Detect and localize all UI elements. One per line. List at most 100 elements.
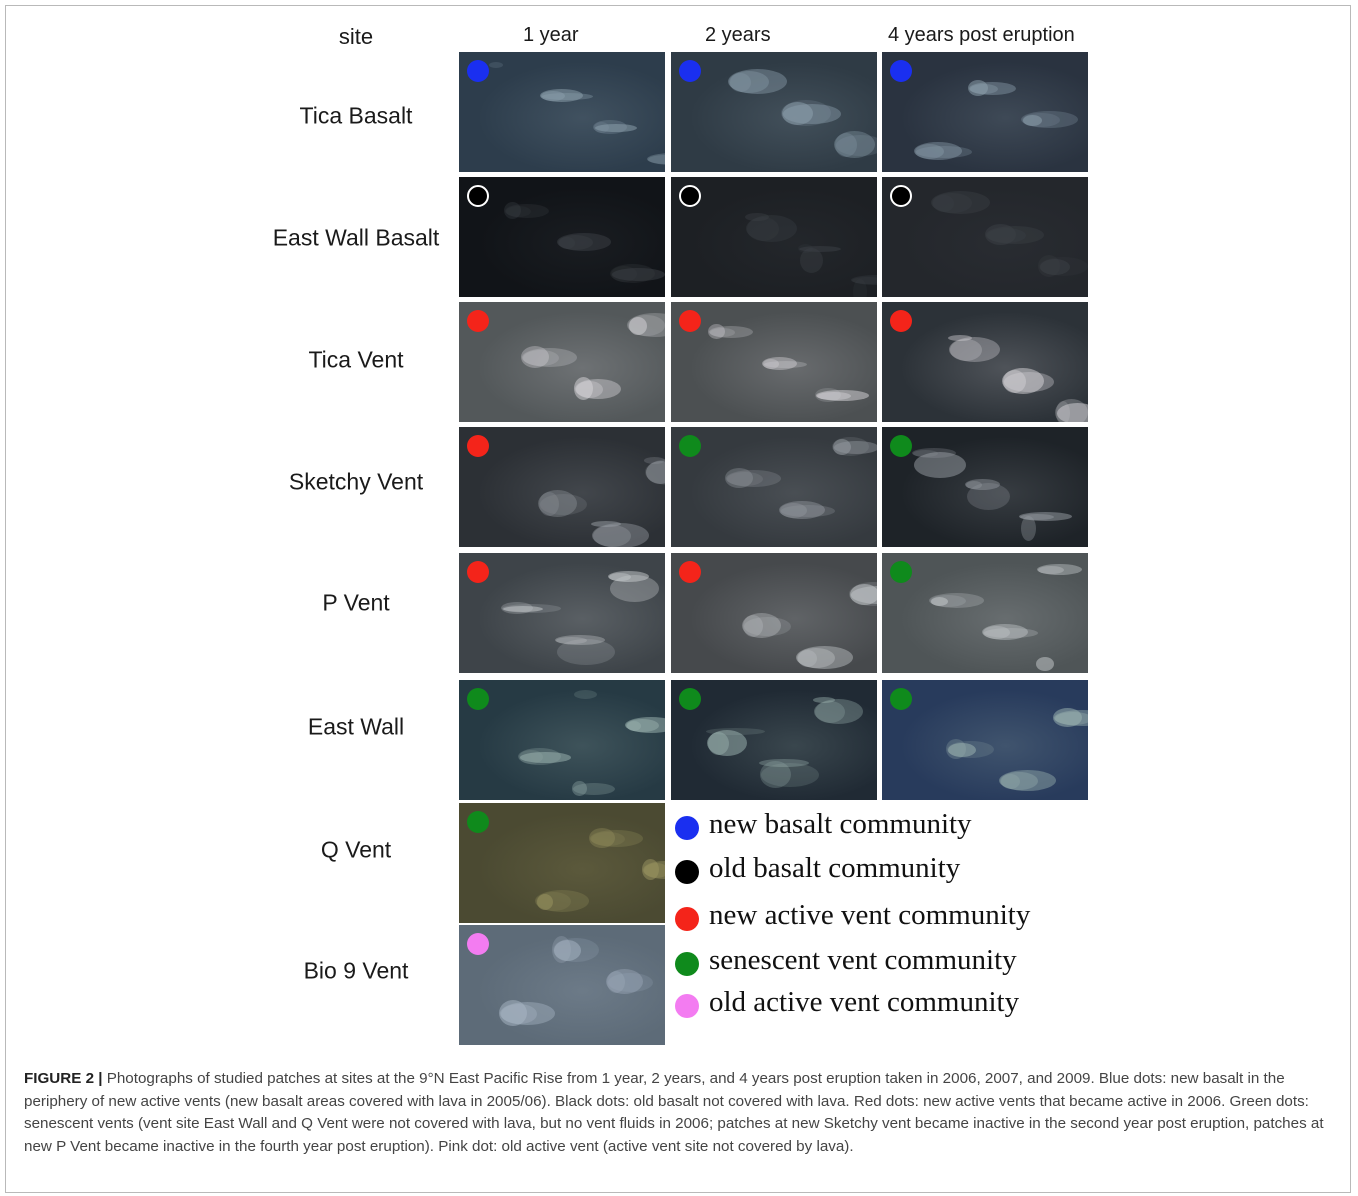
site-photo [459,52,665,172]
status-dot-black [679,185,701,207]
status-dot-blue [467,60,489,82]
photo-texture [520,752,571,763]
photo-texture [1040,259,1070,275]
photo-texture [608,973,653,992]
legend-label: new active vent community [709,899,1031,931]
status-dot-red [890,310,912,332]
photo-texture [727,472,763,486]
photo-texture [574,377,593,400]
photo-texture [915,144,944,159]
legend-dot-pink [675,994,699,1018]
photo-texture [912,448,956,458]
row-label: Q Vent [320,836,392,863]
photo-texture [593,525,631,547]
photo-texture [501,602,533,614]
photo-texture [592,523,649,547]
photo-texture [505,204,549,218]
site-photo [671,302,877,422]
photo-texture [557,639,615,665]
photo-texture [762,357,797,370]
photo-texture [1002,368,1044,394]
photo-texture [745,213,769,221]
photo-texture [503,606,543,612]
photo-texture [595,124,637,132]
photo-texture [608,571,649,582]
photo-texture [1037,564,1082,575]
site-photo [459,553,665,673]
legend-dot-red [675,907,699,931]
photo-texture [836,135,877,156]
photo-texture [707,730,747,756]
photo-texture [931,597,948,606]
photo-texture [1053,708,1082,727]
photo-texture [948,335,972,341]
photo-texture [914,142,962,160]
site-photo [459,177,665,297]
photo-texture [916,146,972,158]
photo-texture [851,275,877,285]
photo-texture [782,102,813,125]
photo-texture [983,626,1010,639]
legend-dot-black [675,860,699,884]
status-dot-red [679,310,701,332]
photo-texture [814,699,863,724]
photo-texture [931,191,990,214]
site-photo [671,680,877,800]
photo-texture [984,628,1038,638]
photo-texture [746,215,797,242]
site-photo [671,52,877,172]
photo-texture [539,492,559,516]
photo-texture [985,224,1016,245]
photo-texture [540,494,587,515]
photo-texture [726,470,781,487]
photo-texture [747,217,779,241]
photo-texture [815,388,841,402]
site-photo [459,925,665,1045]
status-dot-red [467,310,489,332]
photo-texture [781,505,835,517]
photo-texture [1021,516,1036,541]
photo-texture [594,122,609,133]
photo-texture [1039,257,1088,276]
status-dot-black [890,185,912,207]
photo-texture [913,450,938,457]
photo-texture [760,761,791,788]
figure-caption: FIGURE 2 | Photographs of studied patche… [24,1068,1324,1158]
photo-texture [779,501,825,519]
photo-texture [537,894,553,910]
photo-texture [1055,399,1088,422]
photo-texture [540,89,583,102]
photo-texture [628,315,665,336]
photo-texture [648,155,665,164]
site-photo [459,803,665,923]
caption-lead: FIGURE 2 | [24,1070,103,1087]
photo-texture [742,613,781,638]
photo-texture [730,73,751,92]
photo-texture [591,521,621,527]
photo-texture [933,195,954,212]
photo-texture [709,326,753,338]
photo-texture [834,131,875,158]
column-heading-4-years: 4 years post eruption [888,24,1075,46]
photo-texture [629,317,647,335]
photo-texture [590,830,643,847]
status-dot-green [679,688,701,710]
photo-texture [519,750,543,764]
photo-texture [799,246,841,252]
photo-texture [642,859,659,880]
status-dot-blue [890,60,912,82]
photo-texture [743,615,763,637]
photo-texture [646,461,665,484]
row-label: East Wall Basalt [272,224,440,251]
photo-texture [573,783,615,795]
status-dot-red [679,561,701,583]
photo-texture [593,120,627,134]
legend-label: new basalt community [709,808,972,840]
photo-texture [612,268,665,281]
photo-texture [781,100,831,126]
photo-texture [553,938,599,962]
row-label: Sketchy Vent [288,468,424,495]
photo-texture [800,248,823,273]
photo-texture [764,361,807,368]
photo-texture [798,244,813,253]
